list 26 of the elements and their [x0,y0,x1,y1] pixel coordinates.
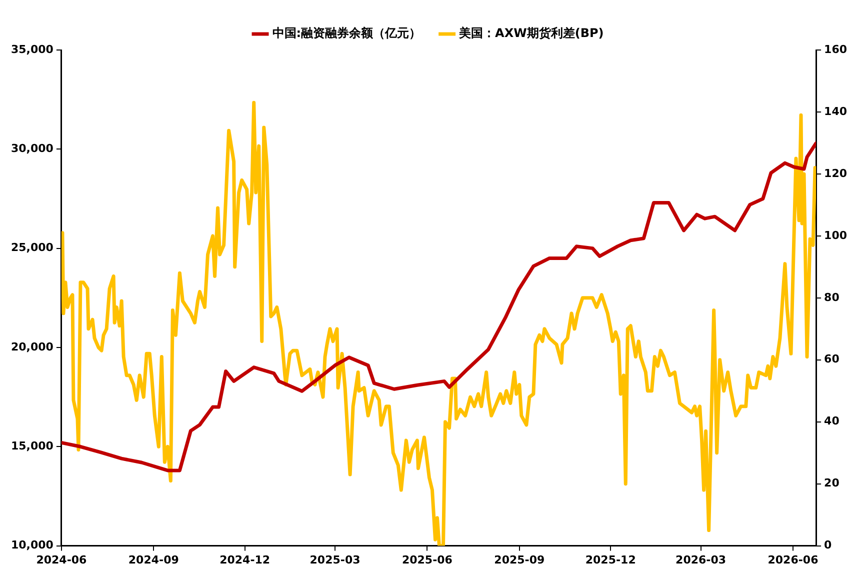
x-tick-label: 2025-03 [310,553,360,566]
x-tick-label: 2026-03 [676,553,726,566]
y2-tick-label: 160 [824,42,848,56]
y2-tick-label: 140 [824,104,848,118]
x-tick-label: 2025-06 [402,553,453,566]
y-tick-label: 30,000 [10,142,54,156]
y2-tick-label: 0 [824,538,832,552]
x-tick-label: 2024-09 [128,553,179,566]
y2-tick-label: 120 [824,166,848,180]
legend-label: 中国:融资融券余额（亿元） [272,26,422,40]
y-tick-label: 10,000 [10,538,54,552]
y-tick-label: 35,000 [10,42,54,56]
x-tick-label: 2025-09 [494,553,545,566]
y2-tick-label: 20 [824,476,840,490]
x-tick-label: 2024-06 [36,553,88,566]
y-tick-label: 25,000 [10,241,54,254]
y-tick-label: 20,000 [10,340,54,354]
legend-label: 美国：AXW期货利差(BP) [458,26,604,40]
y2-tick-label: 60 [824,352,840,366]
y2-tick-label: 80 [824,290,840,304]
x-tick-label: 2026-06 [768,553,819,566]
y2-tick-label: 100 [824,228,848,242]
x-tick-label: 2024-12 [220,553,270,566]
y2-tick-label: 40 [824,414,840,428]
x-tick-label: 2025-12 [585,553,636,566]
y-tick-label: 15,000 [10,440,54,452]
